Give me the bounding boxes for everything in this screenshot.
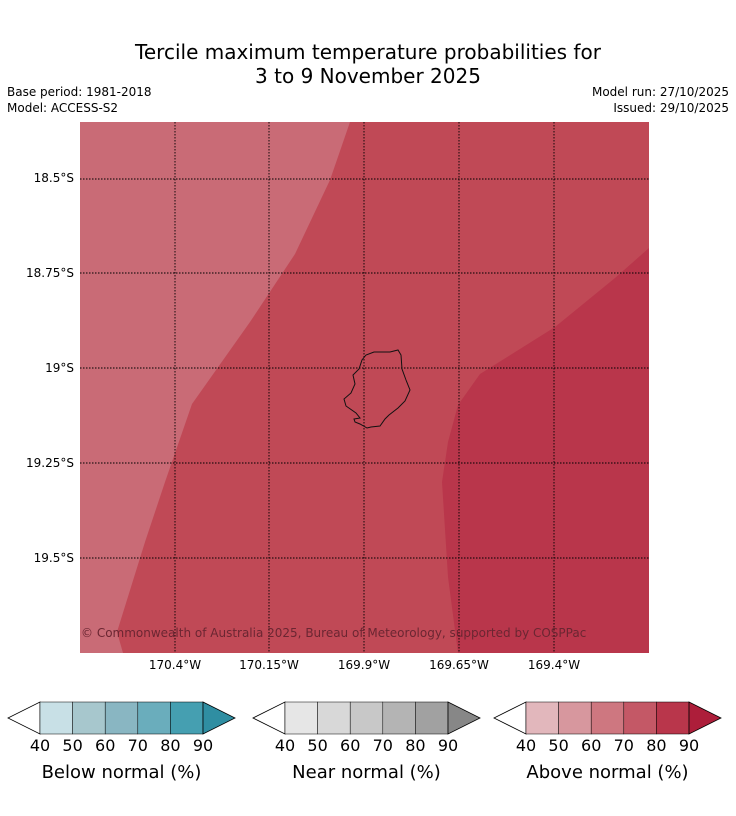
colorbar-above-segment <box>558 701 592 735</box>
base-period: Base period: 1981-2018 <box>7 85 152 99</box>
colorbar-near-segment <box>317 701 351 735</box>
colorbar-near-tick: 60 <box>340 736 361 755</box>
colorbar-below-tick: 50 <box>62 736 83 755</box>
colorbar-above-segment <box>623 701 657 735</box>
meta-left: Base period: 1981-2018 Model: ACCESS-S2 <box>7 84 152 116</box>
colorbar-below-segment <box>104 701 139 735</box>
colorbar-below-segment <box>72 701 106 735</box>
colorbar-near-tick: 90 <box>437 736 459 755</box>
colorbar-below-over-triangle <box>202 701 236 735</box>
colorbar-above-tick: 80 <box>646 736 667 755</box>
colorbar-below-segment <box>170 701 204 735</box>
colorbar-below-tick: 80 <box>160 736 181 755</box>
colorbar-near-tick: 80 <box>405 736 426 755</box>
colorbar-above-over-triangle <box>688 701 722 735</box>
colorbar-above-under-triangle <box>493 701 527 735</box>
colorbar-below-under-triangle <box>7 701 41 735</box>
meta-right: Model run: 27/10/2025 Issued: 29/10/2025 <box>592 84 729 116</box>
colorbar-below-segment <box>137 701 171 735</box>
model-name: Model: ACCESS-S2 <box>7 101 119 115</box>
copyright-text: © Commonwealth of Australia 2025, Bureau… <box>81 626 586 640</box>
colorbar-above <box>493 701 722 735</box>
model-run: Model run: 27/10/2025 <box>591 85 729 99</box>
colorbar-below-label: Below normal (%) <box>41 762 202 783</box>
colorbar-above-tick: 90 <box>678 736 700 755</box>
lon-label-170-15: 170.15°W <box>239 658 299 672</box>
lat-label-18-75: 18.75°S <box>26 266 74 280</box>
colorbar-near-segment <box>382 701 416 735</box>
colorbar-below-tick: 60 <box>95 736 116 755</box>
colorbar-above-segment <box>590 701 625 735</box>
colorbar-above-label: Above normal (%) <box>526 762 689 783</box>
colorbar-near-label: Near normal (%) <box>292 762 441 783</box>
colorbar-near-segment <box>284 701 318 735</box>
graticule <box>80 122 649 653</box>
colorbar-below-segment <box>39 701 73 735</box>
colorbar-below-tick: 70 <box>127 736 148 755</box>
colorbar-near-tick: 70 <box>372 736 393 755</box>
lat-label-19-25: 19.25°S <box>26 456 74 470</box>
colorbar-below-tick: 40 <box>29 736 51 755</box>
map-panel: © Commonwealth of Australia 2025, Bureau… <box>80 122 649 653</box>
colorbar-near-segment <box>349 701 384 735</box>
lat-label-19-5: 19.5°S <box>33 551 74 565</box>
region-above-80-90 <box>442 248 649 653</box>
chart-title-line2: 3 to 9 November 2025 <box>255 64 481 88</box>
lon-label-169-4: 169.4°W <box>527 658 581 672</box>
colorbar-above-tick: 50 <box>548 736 569 755</box>
lat-label-18-5: 18.5°S <box>33 171 74 185</box>
lat-label-19: 19°S <box>45 361 74 375</box>
colorbar-above-tick: 70 <box>613 736 634 755</box>
colorbar-near-under-triangle <box>252 701 286 735</box>
lon-label-169-9: 169.9°W <box>337 658 391 672</box>
lon-label-169-65: 169.65°W <box>429 658 489 672</box>
chart-title-line1: Tercile maximum temperature probabilitie… <box>135 40 601 64</box>
colorbar-near-tick: 50 <box>307 736 328 755</box>
colorbar-near <box>252 701 481 735</box>
colorbar-below-tick: 90 <box>192 736 214 755</box>
issued-date: Issued: 29/10/2025 <box>613 101 729 115</box>
colorbar-near-segment <box>415 701 449 735</box>
colorbar-near-tick: 40 <box>274 736 296 755</box>
colorbar-near-over-triangle <box>447 701 481 735</box>
colorbar-above-segment <box>525 701 559 735</box>
colorbar-above-segment <box>656 701 690 735</box>
colorbar-below <box>7 701 236 735</box>
colorbar-above-tick: 40 <box>515 736 537 755</box>
island-outline <box>343 349 411 429</box>
lon-label-170-4: 170.4°W <box>148 658 202 672</box>
colorbar-above-tick: 60 <box>581 736 602 755</box>
